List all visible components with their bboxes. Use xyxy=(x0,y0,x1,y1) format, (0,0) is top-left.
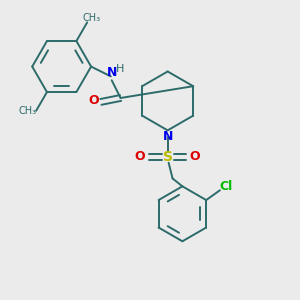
Text: CH₃: CH₃ xyxy=(82,14,100,23)
Text: N: N xyxy=(106,66,117,79)
Text: CH₃: CH₃ xyxy=(18,106,36,116)
Text: H: H xyxy=(116,64,125,74)
Text: O: O xyxy=(89,94,99,107)
Text: Cl: Cl xyxy=(219,180,232,193)
Text: O: O xyxy=(190,150,200,164)
Text: N: N xyxy=(163,130,173,143)
Text: O: O xyxy=(135,150,146,164)
Text: S: S xyxy=(163,150,173,164)
